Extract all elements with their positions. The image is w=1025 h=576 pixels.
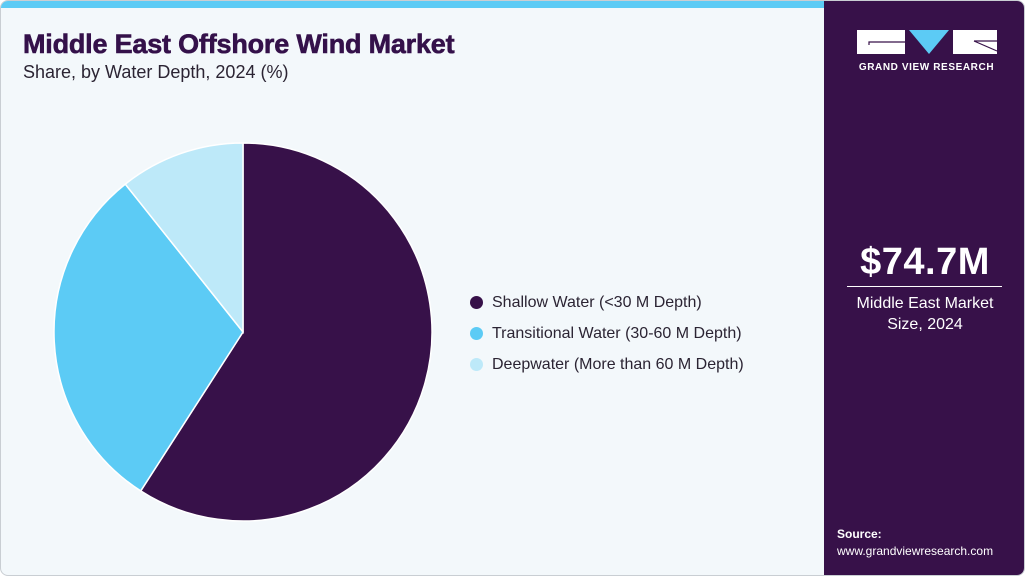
gvr-logo-icon xyxy=(857,30,998,54)
chart-legend: Shallow Water (<30 M Depth) Transitional… xyxy=(470,287,744,380)
source-label: Source: xyxy=(837,527,882,541)
pie-slice-transitional-water xyxy=(53,183,244,492)
pie-slice-deepwater xyxy=(124,142,244,335)
market-label-line2: Size, 2024 xyxy=(887,316,963,333)
legend-dot-icon xyxy=(470,327,483,340)
side-panel: GRAND VIEW RESEARCH $74.7M Middle East M… xyxy=(824,1,1024,575)
source-note: Source: www.grandviewresearch.com xyxy=(837,526,993,560)
pie-chart xyxy=(53,142,433,522)
market-label-line1: Middle East Market xyxy=(856,295,994,312)
legend-dot-icon xyxy=(470,296,483,309)
market-size-label: Middle East Market Size, 2024 xyxy=(824,293,1024,335)
legend-item-transitional-water: Transitional Water (30-60 M Depth) xyxy=(470,318,744,349)
market-size-value: $74.7M xyxy=(860,241,990,283)
legend-item-shallow-water: Shallow Water (<30 M Depth) xyxy=(470,287,744,318)
legend-dot-icon xyxy=(470,358,483,371)
chart-subtitle: Share, by Water Depth, 2024 (%) xyxy=(23,62,289,82)
divider xyxy=(847,286,1002,287)
accent-bar xyxy=(1,1,824,8)
legend-label: Transitional Water (30-60 M Depth) xyxy=(492,324,742,342)
source-url: www.grandviewresearch.com xyxy=(837,544,994,558)
pie-chart-svg xyxy=(53,142,433,522)
legend-label: Shallow Water (<30 M Depth) xyxy=(492,293,702,311)
legend-label: Deepwater (More than 60 M Depth) xyxy=(492,355,744,373)
grand-view-research-logo: GRAND VIEW RESEARCH xyxy=(854,29,999,77)
pie-slice-shallow-water xyxy=(139,142,433,522)
logo-text: GRAND VIEW RESEARCH xyxy=(858,62,995,73)
chart-title: Middle East Offshore Wind Market xyxy=(23,29,455,60)
legend-item-deepwater: Deepwater (More than 60 M Depth) xyxy=(470,349,744,380)
